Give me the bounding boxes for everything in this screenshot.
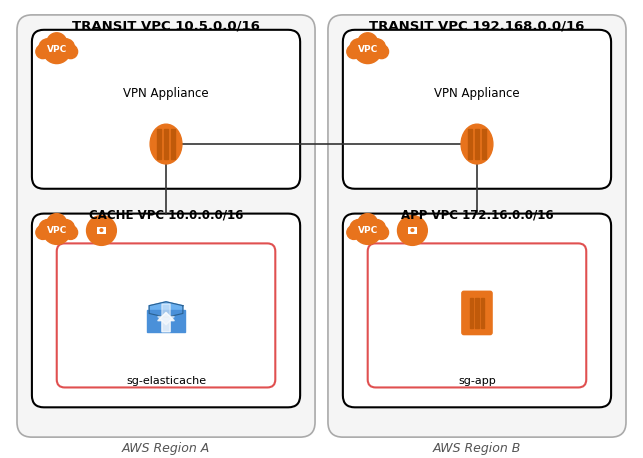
Circle shape xyxy=(358,213,377,234)
Text: APP VPC 172.16.0.0/16: APP VPC 172.16.0.0/16 xyxy=(401,209,553,222)
Bar xyxy=(470,298,473,328)
Bar xyxy=(482,129,485,159)
Text: CACHE VPC 10.0.0.0/16: CACHE VPC 10.0.0.0/16 xyxy=(89,209,243,222)
Circle shape xyxy=(57,39,75,57)
FancyBboxPatch shape xyxy=(368,243,586,387)
Circle shape xyxy=(64,45,78,59)
Bar xyxy=(481,298,484,328)
FancyBboxPatch shape xyxy=(343,213,611,407)
Circle shape xyxy=(57,219,75,237)
Circle shape xyxy=(375,45,388,59)
Circle shape xyxy=(64,225,78,240)
Circle shape xyxy=(350,219,368,237)
Circle shape xyxy=(375,225,388,240)
Bar xyxy=(475,129,478,159)
Polygon shape xyxy=(147,310,185,332)
Circle shape xyxy=(354,36,381,64)
Text: sg-app: sg-app xyxy=(458,376,496,386)
Text: VPC: VPC xyxy=(46,45,67,54)
Circle shape xyxy=(47,213,67,234)
Circle shape xyxy=(39,39,57,57)
FancyBboxPatch shape xyxy=(57,243,275,387)
Circle shape xyxy=(368,39,386,57)
FancyBboxPatch shape xyxy=(32,213,300,407)
Circle shape xyxy=(36,225,50,240)
Polygon shape xyxy=(158,312,174,332)
Polygon shape xyxy=(149,302,183,317)
Bar xyxy=(172,129,174,159)
Text: VPC: VPC xyxy=(358,45,378,54)
Circle shape xyxy=(358,33,377,53)
Bar xyxy=(408,227,417,234)
Circle shape xyxy=(43,217,71,245)
Circle shape xyxy=(347,225,361,240)
Bar xyxy=(158,129,161,159)
FancyBboxPatch shape xyxy=(32,30,300,189)
Text: VPN Appliance: VPN Appliance xyxy=(123,87,209,100)
Text: TRANSIT VPC 10.5.0.0/16: TRANSIT VPC 10.5.0.0/16 xyxy=(72,20,260,33)
Circle shape xyxy=(87,216,116,245)
Circle shape xyxy=(411,229,413,231)
Circle shape xyxy=(397,216,428,245)
Text: VPN Appliance: VPN Appliance xyxy=(434,87,520,100)
Circle shape xyxy=(39,219,57,237)
Bar xyxy=(469,129,471,159)
Ellipse shape xyxy=(461,124,493,164)
Text: AWS Region B: AWS Region B xyxy=(433,442,521,455)
Text: VPC: VPC xyxy=(358,226,378,235)
Bar xyxy=(97,227,105,234)
Bar xyxy=(475,298,478,328)
Text: AWS Region A: AWS Region A xyxy=(122,442,210,455)
Bar xyxy=(165,129,168,159)
FancyBboxPatch shape xyxy=(343,30,611,189)
Circle shape xyxy=(43,36,71,64)
Circle shape xyxy=(347,45,361,59)
Circle shape xyxy=(36,45,50,59)
Ellipse shape xyxy=(150,124,182,164)
Text: TRANSIT VPC 192.168.0.0/16: TRANSIT VPC 192.168.0.0/16 xyxy=(369,20,584,33)
Polygon shape xyxy=(158,304,174,325)
FancyBboxPatch shape xyxy=(17,15,315,437)
Circle shape xyxy=(354,217,381,245)
Text: sg-elasticache: sg-elasticache xyxy=(126,376,206,386)
FancyBboxPatch shape xyxy=(328,15,626,437)
Circle shape xyxy=(350,39,368,57)
Circle shape xyxy=(47,33,67,53)
FancyBboxPatch shape xyxy=(462,291,492,335)
Circle shape xyxy=(100,229,103,231)
Text: VPC: VPC xyxy=(46,226,67,235)
Circle shape xyxy=(368,219,386,237)
